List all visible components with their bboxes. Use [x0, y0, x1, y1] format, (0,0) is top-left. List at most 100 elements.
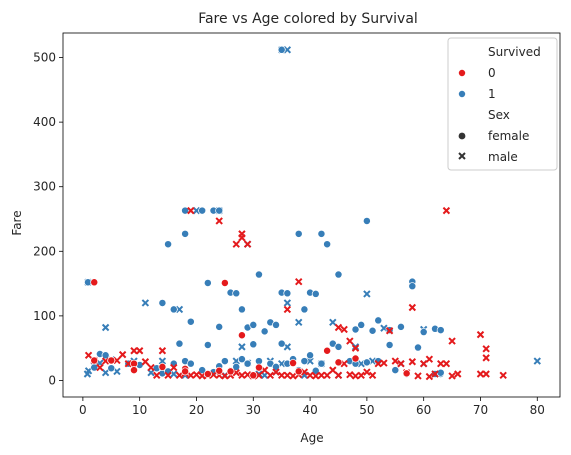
- legend-marker-female: [458, 132, 466, 140]
- data-point-female-survived-1: [237, 355, 246, 364]
- data-point-female-survived-1: [391, 366, 400, 375]
- data-point-female-survived-0: [402, 369, 411, 378]
- data-point-male-survived-0: [170, 363, 178, 372]
- data-point-male-survived-0: [124, 359, 133, 368]
- data-point-female-survived-0: [323, 346, 332, 355]
- data-point-female-survived-1: [203, 278, 212, 287]
- data-point-female-survived-0: [158, 362, 167, 371]
- x-tick-label: 50: [359, 403, 374, 417]
- data-point-male-survived-0: [408, 303, 417, 312]
- data-point-female-survived-0: [90, 278, 99, 287]
- data-point-female-survived-1: [317, 359, 326, 368]
- data-point-female-survived-1: [186, 359, 195, 368]
- data-point-female-survived-1: [334, 270, 343, 279]
- legend-label-survived-0: 0: [488, 66, 496, 80]
- x-tick-label: 60: [416, 403, 431, 417]
- data-point-female-survived-1: [158, 299, 167, 307]
- data-point-female-survived-1: [181, 229, 190, 238]
- data-point-female-survived-1: [374, 316, 383, 325]
- data-point-female-survived-1: [283, 289, 292, 298]
- data-point-male-survived-1: [533, 357, 541, 365]
- data-point-male-survived-0: [130, 347, 138, 355]
- data-point-male-survived-0: [482, 354, 490, 362]
- data-point-female-survived-1: [249, 340, 258, 349]
- y-tick-label: 0: [48, 373, 56, 387]
- data-point-male-survived-0: [272, 368, 280, 376]
- data-point-female-survived-1: [101, 351, 110, 360]
- data-point-female-survived-1: [169, 305, 178, 314]
- data-point-male-survived-0: [431, 370, 439, 378]
- data-point-male-survived-0: [221, 372, 229, 380]
- data-point-female-survived-1: [385, 340, 394, 349]
- data-point-female-survived-1: [215, 206, 224, 215]
- data-point-female-survived-0: [215, 366, 224, 375]
- data-point-female-survived-0: [237, 331, 246, 340]
- data-point-male-survived-0: [192, 370, 201, 379]
- data-point-male-survived-0: [317, 371, 326, 380]
- data-point-male-survived-0: [454, 370, 462, 378]
- y-tick-label: 400: [33, 115, 56, 129]
- data-point-male-survived-0: [380, 359, 388, 367]
- legend-label-survived-1: 1: [488, 87, 496, 101]
- data-point-female-survived-0: [249, 371, 258, 380]
- data-point-female-survived-1: [294, 229, 303, 238]
- data-point-female-survived-1: [237, 305, 246, 314]
- data-point-male-survived-0: [482, 345, 490, 353]
- data-point-male-survived-0: [351, 344, 360, 352]
- data-point-female-survived-1: [357, 320, 366, 329]
- data-point-male-survived-0: [346, 370, 354, 379]
- data-point-male-survived-0: [215, 217, 223, 225]
- x-tick-label: 40: [302, 403, 317, 417]
- data-point-female-survived-1: [334, 342, 343, 351]
- data-point-female-survived-1: [232, 289, 241, 298]
- data-point-male-survived-0: [277, 371, 286, 380]
- data-point-male-survived-0: [255, 371, 263, 380]
- y-tick-label: 300: [33, 180, 56, 194]
- legend-hue-title: Survived: [488, 45, 541, 59]
- data-point-female-survived-0: [255, 363, 263, 372]
- data-point-male-survived-0: [414, 372, 422, 380]
- data-point-female-survived-1: [220, 357, 229, 366]
- data-point-male-survived-0: [141, 358, 150, 366]
- data-point-female-survived-1: [414, 343, 422, 352]
- data-point-female-survived-0: [334, 358, 343, 367]
- x-axis-label: Age: [300, 431, 323, 445]
- data-point-male-survived-0: [397, 359, 405, 368]
- data-points: [83, 45, 541, 381]
- data-point-female-survived-1: [260, 327, 269, 336]
- data-point-male-survived-0: [113, 356, 121, 365]
- data-point-female-survived-1: [408, 282, 417, 291]
- data-point-female-survived-0: [107, 356, 116, 365]
- legend-marker-male: [458, 152, 466, 160]
- data-point-female-survived-0: [90, 356, 99, 365]
- data-point-female-survived-1: [368, 326, 377, 335]
- data-point-male-survived-1: [295, 318, 303, 327]
- data-point-male-survived-0: [187, 206, 195, 215]
- data-point-male-survived-0: [357, 371, 365, 380]
- data-point-male-survived-0: [385, 327, 394, 335]
- data-point-male-survived-0: [175, 371, 184, 380]
- data-point-female-survived-1: [300, 357, 309, 366]
- data-point-female-survived-1: [198, 366, 207, 375]
- data-point-male-survived-1: [329, 318, 337, 327]
- data-point-male-survived-1: [192, 206, 201, 215]
- data-point-female-survived-1: [249, 320, 258, 329]
- data-point-female-survived-1: [181, 206, 190, 215]
- data-point-female-survived-1: [306, 351, 315, 360]
- data-point-male-survived-0: [295, 277, 303, 286]
- data-point-male-survived-0: [232, 240, 240, 248]
- data-point-male-survived-0: [283, 371, 292, 380]
- data-point-male-survived-1: [141, 299, 150, 307]
- data-point-female-survived-1: [351, 325, 360, 334]
- data-point-female-survived-0: [181, 367, 190, 376]
- y-tick-label: 200: [33, 244, 56, 258]
- y-tick-label: 100: [33, 309, 56, 323]
- data-point-male-survived-0: [312, 372, 320, 380]
- data-point-female-survived-0: [351, 354, 360, 363]
- legend-frame: [447, 37, 558, 171]
- data-point-male-survived-0: [334, 323, 343, 332]
- data-point-female-survived-1: [107, 364, 116, 373]
- data-point-female-survived-0: [289, 359, 297, 367]
- data-point-male-survived-0: [334, 371, 343, 380]
